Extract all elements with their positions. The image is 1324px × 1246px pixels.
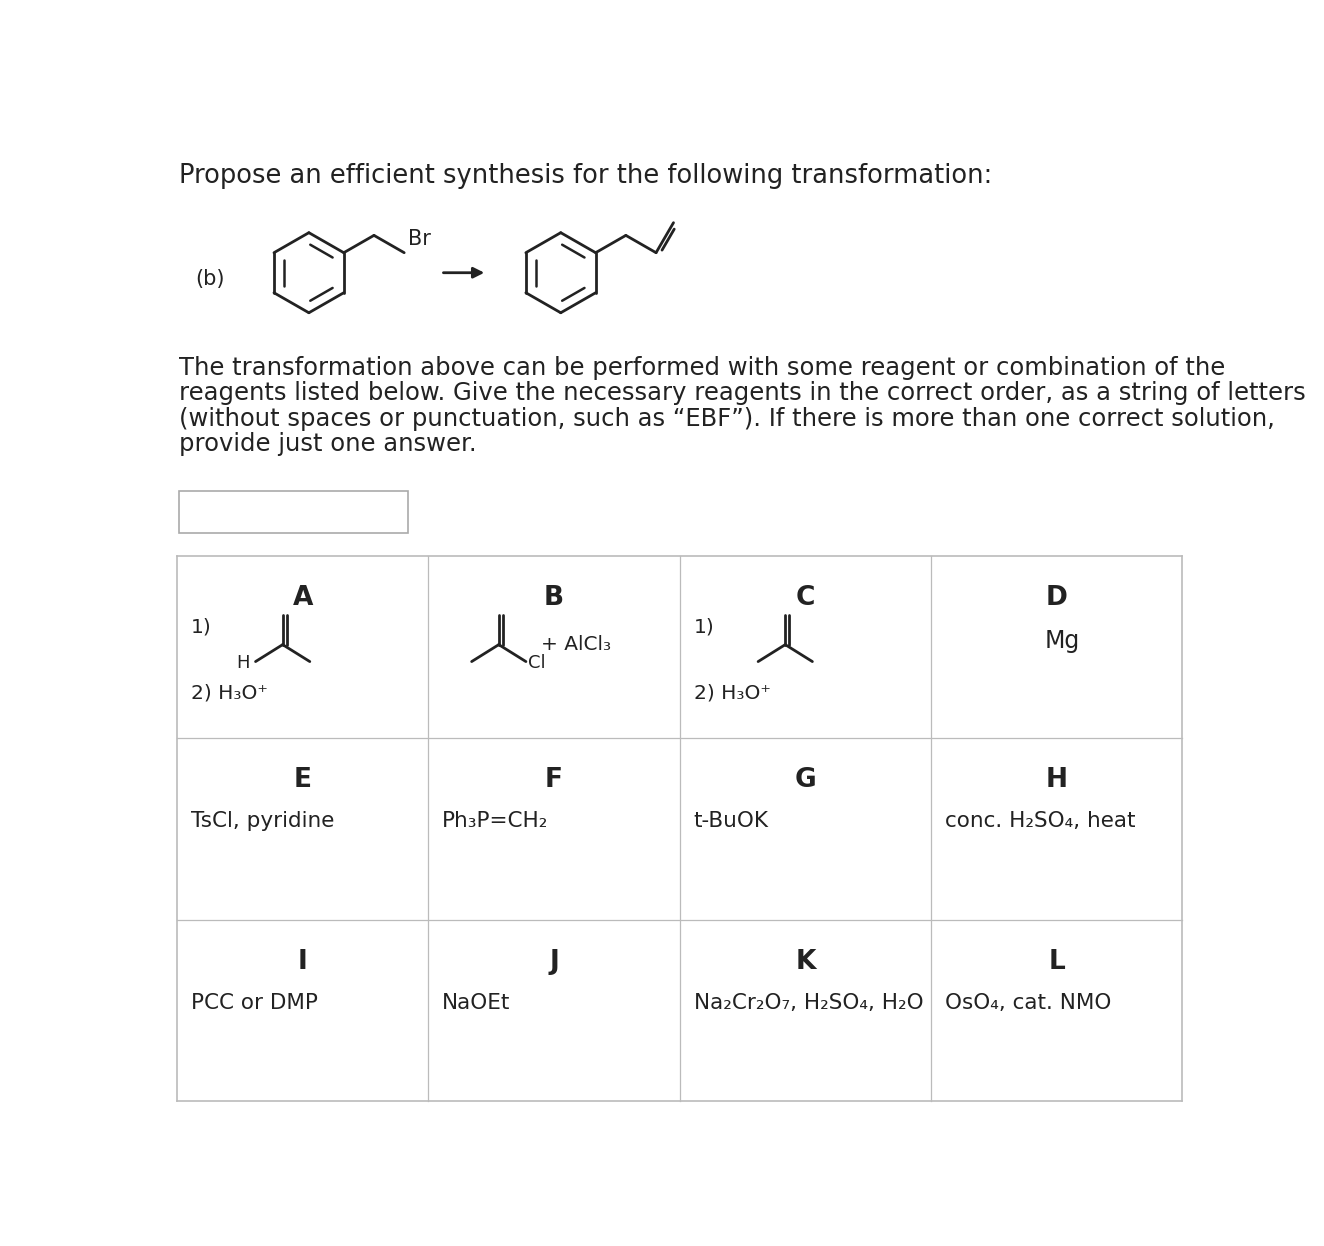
Text: (b): (b) bbox=[195, 269, 225, 289]
Text: PCC or DMP: PCC or DMP bbox=[191, 993, 318, 1013]
Text: D: D bbox=[1046, 586, 1067, 612]
Text: + AlCl₃: + AlCl₃ bbox=[542, 635, 612, 654]
Text: Cl: Cl bbox=[528, 654, 545, 672]
Text: L: L bbox=[1049, 948, 1064, 974]
Text: (without spaces or punctuation, such as “EBF”). If there is more than one correc: (without spaces or punctuation, such as … bbox=[180, 406, 1275, 431]
Text: 1): 1) bbox=[694, 618, 715, 637]
Text: G: G bbox=[794, 768, 816, 792]
Text: Mg: Mg bbox=[1045, 629, 1080, 653]
Text: 2) H₃O⁺: 2) H₃O⁺ bbox=[191, 683, 267, 703]
Text: K: K bbox=[796, 948, 816, 974]
Text: J: J bbox=[549, 948, 559, 974]
Text: reagents listed below. Give the necessary reagents in the correct order, as a st: reagents listed below. Give the necessar… bbox=[180, 381, 1307, 405]
Text: t-BuOK: t-BuOK bbox=[694, 811, 769, 831]
Text: conc. H₂SO₄, heat: conc. H₂SO₄, heat bbox=[945, 811, 1136, 831]
Text: I: I bbox=[298, 948, 307, 974]
Text: 1): 1) bbox=[191, 618, 212, 637]
Text: provide just one answer.: provide just one answer. bbox=[180, 432, 477, 456]
Text: TsCl, pyridine: TsCl, pyridine bbox=[191, 811, 335, 831]
Text: E: E bbox=[294, 768, 311, 792]
Text: NaOEt: NaOEt bbox=[442, 993, 511, 1013]
Text: Propose an efficient synthesis for the following transformation:: Propose an efficient synthesis for the f… bbox=[180, 163, 993, 189]
Text: Br: Br bbox=[408, 229, 430, 249]
Text: B: B bbox=[544, 586, 564, 612]
Text: 2) H₃O⁺: 2) H₃O⁺ bbox=[694, 683, 771, 703]
Text: Na₂Cr₂O₇, H₂SO₄, H₂O: Na₂Cr₂O₇, H₂SO₄, H₂O bbox=[694, 993, 923, 1013]
Text: C: C bbox=[796, 586, 816, 612]
Text: A: A bbox=[293, 586, 312, 612]
Text: F: F bbox=[545, 768, 563, 792]
Text: The transformation above can be performed with some reagent or combination of th: The transformation above can be performe… bbox=[180, 356, 1226, 380]
FancyBboxPatch shape bbox=[180, 491, 408, 533]
Text: H: H bbox=[1046, 768, 1067, 792]
Text: H: H bbox=[237, 654, 250, 672]
Text: Ph₃P=CH₂: Ph₃P=CH₂ bbox=[442, 811, 548, 831]
Text: OsO₄, cat. NMO: OsO₄, cat. NMO bbox=[945, 993, 1111, 1013]
